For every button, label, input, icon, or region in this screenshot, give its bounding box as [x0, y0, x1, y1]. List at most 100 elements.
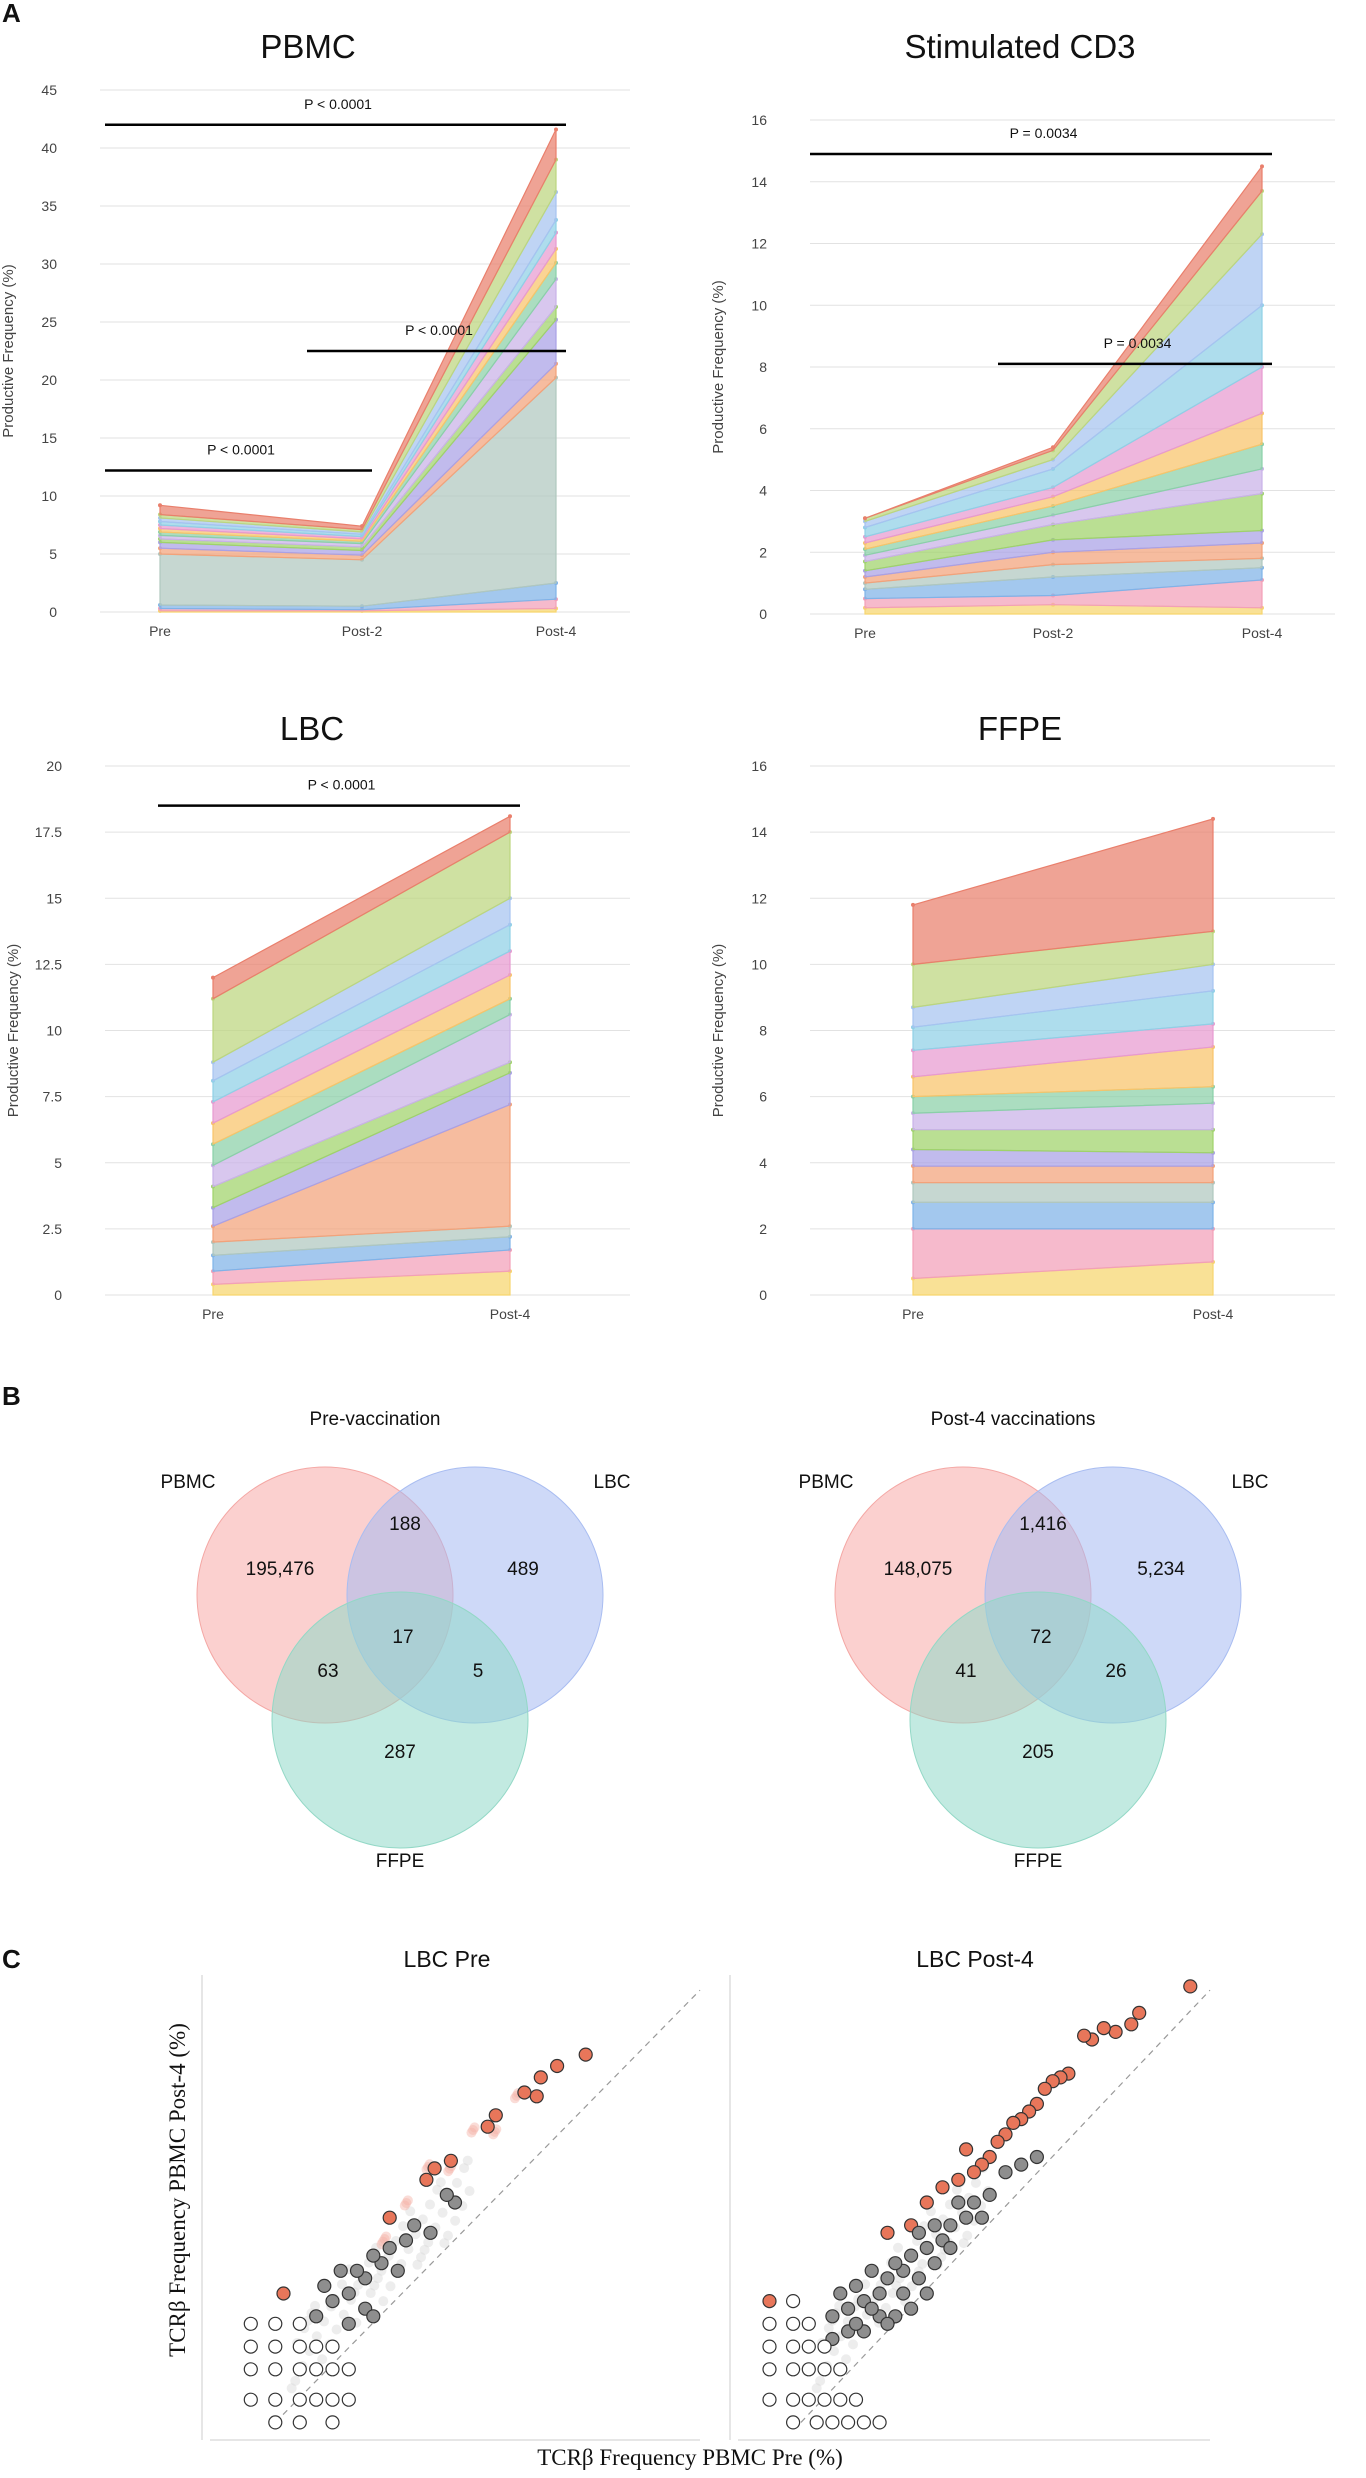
scatter-point-shared — [840, 2301, 856, 2316]
y-tick-label: 10 — [41, 488, 57, 504]
scatter-point-absent — [872, 2415, 887, 2430]
venn-set-label-pbmc: PBMC — [799, 1472, 854, 1493]
y-axis-label: Productive Frequency (%) — [0, 264, 17, 437]
scatter-point-shared — [880, 2271, 895, 2286]
y-tick-label: 5 — [54, 1155, 62, 1171]
venn-count: 188 — [389, 1514, 421, 1535]
scatter-point-shared — [974, 2210, 990, 2225]
scatter-point-shared — [848, 2278, 864, 2293]
scatter-point-expanded — [1076, 2028, 1092, 2043]
y-tick-label: 0 — [759, 606, 767, 622]
scatter-point-expanded — [1124, 2017, 1139, 2032]
significance-label: P < 0.0001 — [304, 96, 372, 112]
scatter-point-shared — [872, 2286, 887, 2301]
scatter-point-absent — [817, 2362, 832, 2377]
x-tick-label: Post-4 — [490, 1306, 531, 1322]
scatter-point-shared — [390, 2263, 405, 2278]
background-point — [310, 2300, 321, 2311]
scatter-point-expanded — [951, 2172, 966, 2187]
scatter-point-shared — [998, 2165, 1013, 2180]
scatter-point-shared — [896, 2286, 911, 2301]
scatter-point-shared — [903, 2248, 919, 2263]
scatter-point-expanded — [419, 2172, 434, 2187]
y-tick-label: 15 — [46, 890, 62, 906]
scatter-point-shared — [943, 2218, 958, 2233]
venn-set-label-lbc: LBC — [594, 1472, 631, 1493]
scatter-point-absent — [825, 2415, 840, 2430]
scatter-title: LBC Post-4 — [916, 1946, 1034, 1972]
background-point — [951, 2184, 962, 2195]
scatter-point-shared — [919, 2286, 934, 2301]
background-point — [432, 2184, 443, 2195]
venn-title: Post-4 vaccinations — [931, 1409, 1096, 1430]
scatter-point-shared — [880, 2316, 895, 2331]
y-tick-label: 16 — [751, 758, 767, 774]
background-point — [378, 2296, 389, 2307]
scatter-point-absent — [785, 2316, 801, 2331]
scatter-point-absent — [809, 2415, 824, 2430]
scatter-point-absent — [762, 2339, 777, 2354]
venn-count: 26 — [1105, 1661, 1126, 1682]
scatter-point-shared — [864, 2301, 879, 2316]
scatter-point-absent — [292, 2362, 307, 2377]
scatter-point-expanded — [762, 2294, 777, 2309]
scatter-point-shared — [366, 2248, 381, 2263]
y-tick-label: 20 — [41, 372, 57, 388]
venn-circle-ffpe — [909, 1591, 1167, 1849]
background-point — [437, 2207, 448, 2218]
x-tick-label: Pre — [202, 1306, 224, 1322]
venn-count: 148,075 — [884, 1559, 953, 1580]
chart-cd3: Stimulated CD3 0 2 4 6 8 10 12 14 16 Productive Fr… — [710, 28, 1335, 641]
scatter-point-absent — [292, 2316, 307, 2331]
y-tick-label: 0 — [759, 1287, 767, 1303]
scatter-point-absent — [268, 2339, 283, 2354]
scatter-point-shared — [927, 2218, 942, 2233]
background-point — [425, 2199, 436, 2210]
y-axis-label: Productive Frequency (%) — [710, 944, 727, 1117]
y-tick-label: 8 — [759, 1023, 767, 1039]
scatter-point-absent — [325, 2392, 340, 2407]
series-point — [508, 814, 512, 819]
x-tick-label: Post-2 — [1033, 625, 1074, 641]
significance-label: P < 0.0001 — [207, 441, 275, 457]
y-tick-label: 10 — [751, 297, 767, 313]
background-point — [402, 2195, 413, 2206]
scatter-point-shared — [911, 2225, 927, 2240]
background-point — [385, 2281, 396, 2292]
background-point — [369, 2280, 380, 2291]
y-tick-label: 20 — [46, 758, 62, 774]
scatter-point-shared — [848, 2316, 864, 2331]
background-point — [823, 2323, 834, 2334]
y-tick-label: 6 — [759, 1089, 767, 1105]
y-tick-label: 0 — [49, 604, 57, 620]
background-point — [365, 2288, 376, 2299]
background-point — [459, 2163, 470, 2174]
scatter-point-absent — [762, 2392, 777, 2407]
y-tick-label: 5 — [49, 546, 57, 562]
venn-count: 5,234 — [1137, 1559, 1185, 1580]
scatter-point-absent — [325, 2415, 340, 2430]
scatter-point-absent — [817, 2392, 832, 2407]
area-series — [912, 1182, 1214, 1203]
y-tick-label: 12 — [751, 890, 767, 906]
background-point — [442, 2230, 453, 2241]
background-point — [331, 2324, 342, 2335]
scatter-point-shared — [1029, 2149, 1045, 2165]
panel-letter-a: A — [2, 0, 21, 28]
panel-letter-c: C — [2, 1944, 21, 1974]
scatter-point-absent — [785, 2339, 801, 2354]
background-point — [848, 2339, 859, 2350]
scatter-point-shared — [407, 2218, 422, 2233]
scatter-point-shared — [919, 2240, 934, 2256]
y-tick-label: 25 — [41, 314, 57, 330]
scatter-point-expanded — [1096, 2020, 1111, 2036]
scatter-point-expanded — [1183, 1979, 1198, 1994]
scatter-point-absent — [762, 2362, 777, 2377]
scatter-post: LBC Post-4 — [729, 1946, 1211, 2441]
background-point — [962, 2230, 973, 2241]
chart-pbmc: PBMC 0 5 10 15 20 25 30 35 40 45 Productive Frequen… — [0, 28, 630, 639]
y-tick-label: 15 — [41, 430, 57, 446]
scatter-point-expanded — [533, 2070, 548, 2085]
venn-count: 72 — [1030, 1627, 1051, 1648]
